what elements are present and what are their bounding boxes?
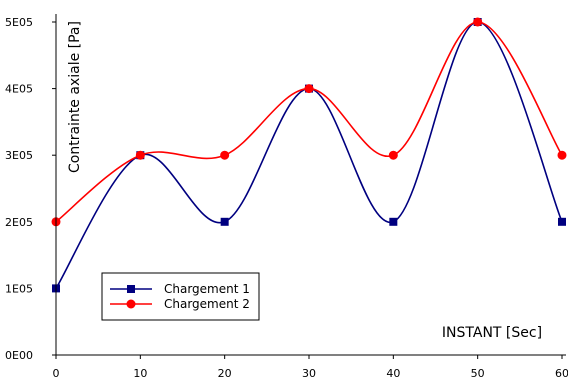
series-2-point <box>388 150 398 160</box>
x-tick-label: 20 <box>218 367 232 380</box>
y-tick-label: 1E05 <box>5 282 33 295</box>
series-line-1 <box>55 21 563 289</box>
series-line-2 <box>55 21 563 223</box>
x-axis-title: INSTANT [Sec] <box>442 325 542 341</box>
x-axis-ticks: 0 10 20 30 40 50 60 <box>53 355 568 380</box>
series-2-point <box>557 150 567 160</box>
y-tick-label: 3E05 <box>5 149 33 162</box>
y-tick-label: 2E05 <box>5 216 33 229</box>
legend-marker-series-1 <box>127 285 135 293</box>
series-layer <box>51 17 567 293</box>
y-tick-label: 0E00 <box>5 349 33 362</box>
y-axis-title: Contrainte axiale [Pa] <box>67 21 83 173</box>
x-tick-label: 40 <box>386 367 400 380</box>
series-2-point <box>135 150 145 160</box>
y-tick-label: 4E05 <box>5 83 33 96</box>
legend-marker-series-2 <box>126 299 136 309</box>
x-tick-label: 0 <box>53 367 60 380</box>
legend-label-series-1: Chargement 1 <box>164 282 250 296</box>
legend-label-series-2: Chargement 2 <box>164 297 250 311</box>
series-2-point <box>473 17 483 27</box>
series-2-point <box>304 84 314 94</box>
series-1-point <box>389 217 398 226</box>
legend-box <box>101 272 260 321</box>
series-1-point <box>220 217 229 226</box>
legend: Chargement 1 Chargement 2 <box>101 272 260 321</box>
x-tick-label: 50 <box>471 367 485 380</box>
x-tick-label: 10 <box>133 367 147 380</box>
y-axis-ticks: 0E00 1E05 2E05 3E05 4E05 5E05 <box>5 16 56 362</box>
series-2-point <box>220 150 230 160</box>
x-tick-label: 60 <box>555 367 568 380</box>
series-1-point <box>558 217 566 226</box>
y-tick-label: 5E05 <box>5 16 33 29</box>
x-tick-label: 30 <box>302 367 316 380</box>
